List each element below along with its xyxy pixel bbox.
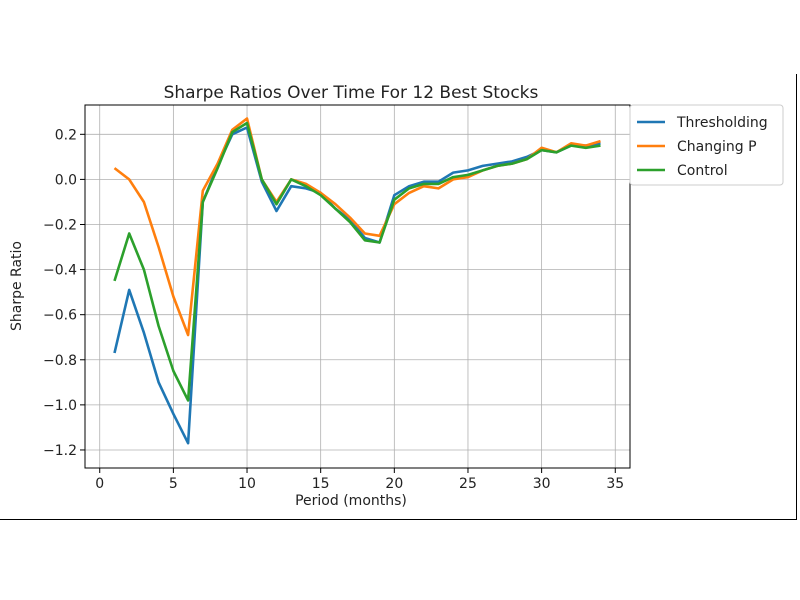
- y-tick-label: −0.2: [43, 217, 77, 233]
- chart-frame: [0, 74, 797, 520]
- y-tick-label: −1.2: [43, 443, 77, 459]
- x-tick-label: 15: [312, 476, 330, 492]
- x-tick-label: 20: [385, 476, 403, 492]
- x-tick-label: 5: [169, 476, 178, 492]
- x-tick-label: 30: [533, 476, 551, 492]
- x-axis-ticks: 0 5 10 15 20 25 30 35: [95, 468, 624, 492]
- legend: Thresholding Changing P Control: [629, 104, 784, 186]
- plot-area-border: [84, 104, 631, 469]
- x-tick-label: 35: [606, 476, 624, 492]
- grid: [85, 105, 630, 468]
- x-tick-label: 25: [459, 476, 477, 492]
- chart-title: Sharpe Ratios Over Time For 12 Best Stoc…: [164, 83, 539, 103]
- y-tick-label: −0.8: [43, 353, 77, 369]
- y-tick-label: 0.0: [55, 172, 77, 188]
- series-group: [113, 117, 601, 445]
- series-line-thresholding: [113, 126, 601, 445]
- legend-box: [629, 104, 784, 186]
- legend-label-changing-p: Changing P: [677, 139, 757, 155]
- y-tick-label: 0.2: [55, 127, 77, 143]
- y-tick-label: −0.4: [43, 263, 77, 279]
- series-line-changing-p: [113, 117, 601, 337]
- y-axis-ticks: 0.2 0.0 −0.2 −0.4 −0.6 −0.8 −1.0 −1.2: [43, 127, 85, 459]
- x-axis-label: Period (months): [295, 493, 407, 509]
- legend-label-thresholding: Thresholding: [676, 115, 768, 131]
- y-tick-label: −1.0: [43, 398, 77, 414]
- x-tick-label: 10: [238, 476, 256, 492]
- legend-label-control: Control: [677, 163, 728, 179]
- y-tick-label: −0.6: [43, 308, 77, 324]
- y-axis-label: Sharpe Ratio: [9, 241, 25, 331]
- x-tick-label: 0: [95, 476, 104, 492]
- series-line-control: [113, 121, 601, 402]
